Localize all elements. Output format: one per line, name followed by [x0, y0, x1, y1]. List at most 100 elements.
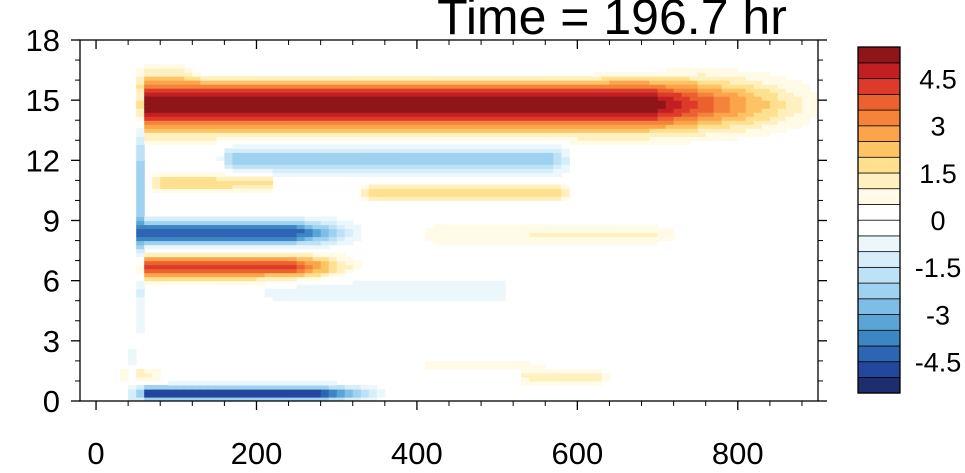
heatmap-cell: [136, 184, 145, 189]
heatmap-cell: [128, 352, 137, 358]
heatmap-cell: [176, 172, 185, 177]
heatmap-cell: [753, 104, 763, 109]
heatmap-cell: [537, 192, 546, 197]
heatmap-cell: [376, 144, 386, 149]
heatmap-cell: [240, 272, 249, 278]
heatmap-cell: [673, 80, 683, 85]
heatmap-cell: [609, 116, 618, 121]
heatmap-cell: [761, 76, 771, 81]
heatmap-cell: [216, 280, 225, 286]
heatmap-cell: [384, 108, 394, 113]
heatmap-cell: [192, 96, 201, 101]
heatmap-cell: [248, 80, 258, 85]
heatmap-cell: [713, 80, 723, 85]
heatmap-cell: [529, 84, 538, 89]
heatmap-cell: [649, 128, 659, 133]
heatmap-cell: [368, 112, 378, 117]
heatmap-cell: [449, 292, 458, 298]
heatmap-cell: [288, 96, 298, 101]
heatmap-cell: [248, 393, 258, 398]
heatmap-cell: [601, 372, 610, 378]
heatmap-cell: [168, 184, 177, 189]
heatmap-cell: [392, 296, 402, 302]
heatmap-cell: [344, 80, 354, 85]
heatmap-cell: [256, 232, 266, 238]
heatmap-cell: [457, 76, 466, 81]
heatmap-cell: [240, 92, 249, 97]
heatmap-cell: [216, 112, 225, 117]
heatmap-cell: [224, 100, 233, 105]
heatmap-cell: [328, 112, 338, 117]
heatmap-cell: [769, 124, 779, 129]
heatmap-cell: [208, 96, 217, 101]
heatmap-cell: [248, 252, 258, 258]
heatmap-cell: [288, 132, 298, 137]
heatmap-cell: [176, 188, 185, 193]
heatmap-cell: [577, 84, 586, 89]
heatmap-cell: [152, 260, 161, 266]
heatmap-cell: [489, 128, 498, 133]
heatmap-cell: [753, 100, 763, 105]
heatmap-cell: [272, 236, 282, 242]
heatmap-cell: [489, 136, 498, 141]
heatmap-cell: [601, 136, 610, 141]
heatmap-cell: [561, 156, 570, 161]
heatmap-cell: [240, 168, 249, 173]
heatmap-cell: [433, 92, 442, 97]
heatmap-cell: [473, 132, 482, 137]
heatmap-cell: [465, 236, 474, 242]
heatmap-cell: [569, 240, 578, 246]
heatmap-cell: [152, 96, 161, 101]
heatmap-cell: [328, 240, 338, 246]
heatmap-cell: [769, 108, 779, 113]
heatmap-cell: [264, 136, 274, 141]
heatmap-cell: [192, 176, 201, 181]
heatmap-cell: [737, 84, 747, 89]
heatmap-cell: [256, 84, 266, 89]
heatmap-cell: [577, 124, 586, 129]
heatmap-cell: [392, 160, 402, 165]
heatmap-cell: [352, 88, 362, 93]
heatmap-cell: [433, 136, 442, 141]
colorbar-tick-label: 1.5: [919, 159, 957, 189]
heatmap-cell: [256, 164, 266, 169]
heatmap-cell: [224, 389, 233, 394]
heatmap-cell: [272, 276, 282, 282]
heatmap-cell: [513, 88, 522, 93]
heatmap-cell: [497, 116, 506, 121]
heatmap-cell: [585, 232, 594, 238]
heatmap-cell: [681, 128, 691, 133]
heatmap-cell: [569, 236, 578, 242]
heatmap-cell: [473, 112, 482, 117]
heatmap-cell: [296, 112, 306, 117]
heatmap-cell: [785, 100, 795, 105]
heatmap-cell: [593, 368, 602, 374]
heatmap-cell: [705, 124, 715, 129]
heatmap-cell: [208, 124, 217, 129]
heatmap-cell: [489, 112, 498, 117]
heatmap-cell: [264, 292, 274, 298]
heatmap-cell: [497, 84, 506, 89]
heatmap-cell: [465, 164, 474, 169]
heatmap-cell: [537, 80, 546, 85]
heatmap-cell: [216, 389, 225, 394]
heatmap-cell: [312, 164, 322, 169]
heatmap-cell: [745, 104, 755, 109]
heatmap-cell: [569, 88, 578, 93]
heatmap-cell: [376, 148, 386, 153]
heatmap-cell: [280, 228, 290, 234]
heatmap-cell: [336, 88, 346, 93]
heatmap-cell: [360, 116, 370, 121]
heatmap-cell: [441, 192, 450, 197]
heatmap-cell: [344, 393, 354, 398]
heatmap-cell: [481, 156, 490, 161]
heatmap-cell: [737, 124, 747, 129]
heatmap-cell: [248, 188, 258, 193]
heatmap-cell: [384, 116, 394, 121]
heatmap-cell: [296, 128, 306, 133]
heatmap-cell: [336, 284, 346, 290]
heatmap-cell: [184, 128, 193, 133]
heatmap-cell: [384, 144, 394, 149]
heatmap-cell: [336, 96, 346, 101]
heatmap-cell: [264, 80, 274, 85]
